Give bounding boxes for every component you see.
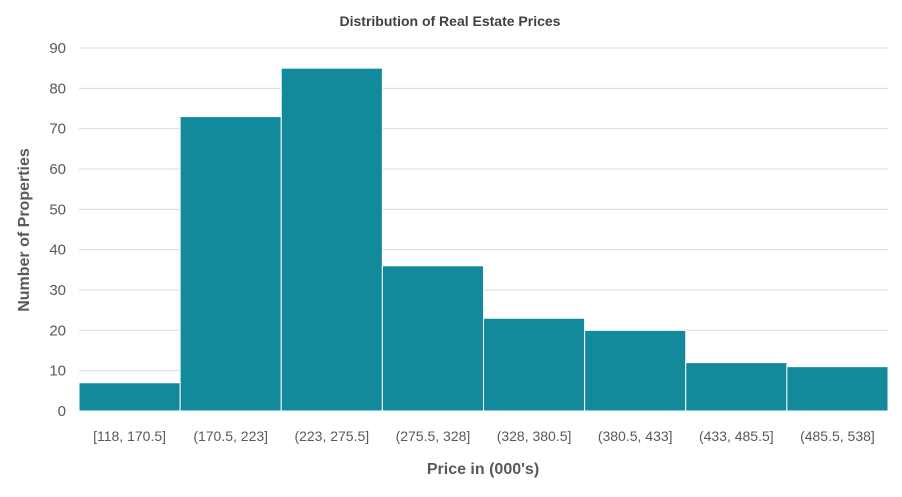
x-tick-label: (433, 485.5]	[699, 428, 774, 444]
bar	[179, 116, 282, 412]
bar	[381, 265, 484, 412]
x-tick-label: (170.5, 223]	[193, 428, 268, 444]
y-tick-label: 90	[49, 40, 66, 57]
y-tick-label: 70	[49, 121, 66, 138]
bars	[78, 67, 889, 412]
y-tick-label: 80	[49, 80, 66, 97]
y-tick-label: 30	[49, 282, 66, 299]
x-tick-label: (485.5, 538]	[800, 428, 875, 444]
x-tick-label: (275.5, 328]	[396, 428, 471, 444]
bar	[483, 317, 586, 412]
bar	[78, 382, 181, 412]
y-tick-label: 60	[49, 161, 66, 178]
y-axis-ticks: 0 10 20 30 40 50 60 70 80 90	[49, 40, 66, 420]
x-tick-label: [118, 170.5]	[93, 428, 166, 444]
y-tick-label: 0	[58, 403, 66, 420]
x-tick-label: (223, 275.5]	[294, 428, 369, 444]
chart-title: Distribution of Real Estate Prices	[340, 13, 561, 29]
x-axis-label: Price in (000's)	[427, 461, 539, 478]
x-tick-label: (328, 380.5]	[497, 428, 572, 444]
y-tick-label: 40	[49, 242, 66, 259]
bar	[280, 67, 383, 412]
x-tick-label: (380.5, 433]	[598, 428, 673, 444]
y-tick-label: 50	[49, 201, 66, 218]
y-tick-label: 10	[49, 363, 66, 380]
bar	[685, 362, 788, 412]
bar	[786, 366, 889, 412]
y-axis-label: Number of Properties	[16, 148, 33, 312]
bar	[584, 329, 687, 412]
y-tick-label: 20	[49, 322, 66, 339]
x-axis-ticks: [118, 170.5] (170.5, 223] (223, 275.5] (275…	[93, 428, 875, 444]
